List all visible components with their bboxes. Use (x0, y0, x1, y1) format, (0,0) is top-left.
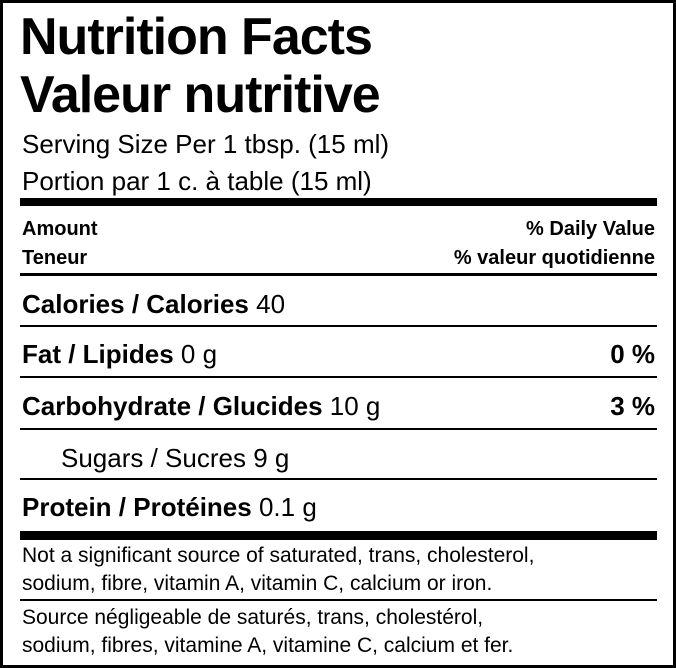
serving: Serving Size Per 1 tbsp. (15 ml) (22, 129, 390, 159)
nutrient-amount: 10 g (329, 391, 381, 421)
rule (20, 428, 657, 430)
rule (20, 376, 657, 378)
nutrient-row: Carbohydrate / Glucides 10 g (22, 393, 380, 419)
nutrient-row: Calories / Calories 40 (22, 291, 285, 317)
serving: Portion par 1 c. à table (15 ml) (22, 166, 372, 196)
nutrient-name: Fat / Lipides (22, 339, 174, 369)
footnote: sodium, fibres, vitamine A, vitamine C, … (22, 634, 514, 657)
footnote: Not a significant source of saturated, t… (22, 544, 535, 567)
header-right: % Daily Value (526, 218, 655, 240)
nutrient-name: Carbohydrate / Glucides (22, 391, 323, 421)
rule (20, 198, 657, 206)
nutrient-row: Fat / Lipides 0 g (22, 341, 217, 367)
nutrient-row: Protein / Protéines 0.1 g (22, 494, 317, 520)
nutrient-name: Calories / Calories (22, 289, 249, 319)
title: Valeur nutritive (20, 66, 381, 124)
footnote: sodium, fibre, vitamin A, vitamin C, cal… (22, 572, 493, 595)
nutrient-name: Sugars / Sucres (61, 443, 246, 473)
daily-value: 3 % (610, 391, 655, 421)
daily-value: 0 % (610, 339, 655, 369)
nutrient-amount: 0.1 g (258, 492, 317, 522)
header-right: % valeur quotidienne (453, 247, 655, 269)
footnote: Source négligeable de saturés, trans, ch… (22, 606, 484, 629)
nutrient-name: Protein / Protéines (22, 492, 252, 522)
rule (20, 599, 657, 601)
rule (20, 273, 657, 276)
title: Nutrition Facts (20, 8, 373, 66)
nutrient-row: Sugars / Sucres 9 g (61, 445, 289, 471)
nutrient-amount: 0 g (180, 339, 218, 369)
rule (20, 531, 657, 540)
header-left: Teneur (22, 247, 88, 269)
rule (20, 478, 657, 480)
header-left: Amount (22, 218, 98, 240)
rule (20, 325, 657, 327)
nutrient-amount: 40 (256, 289, 286, 319)
nutrient-amount: 9 g (253, 443, 290, 473)
